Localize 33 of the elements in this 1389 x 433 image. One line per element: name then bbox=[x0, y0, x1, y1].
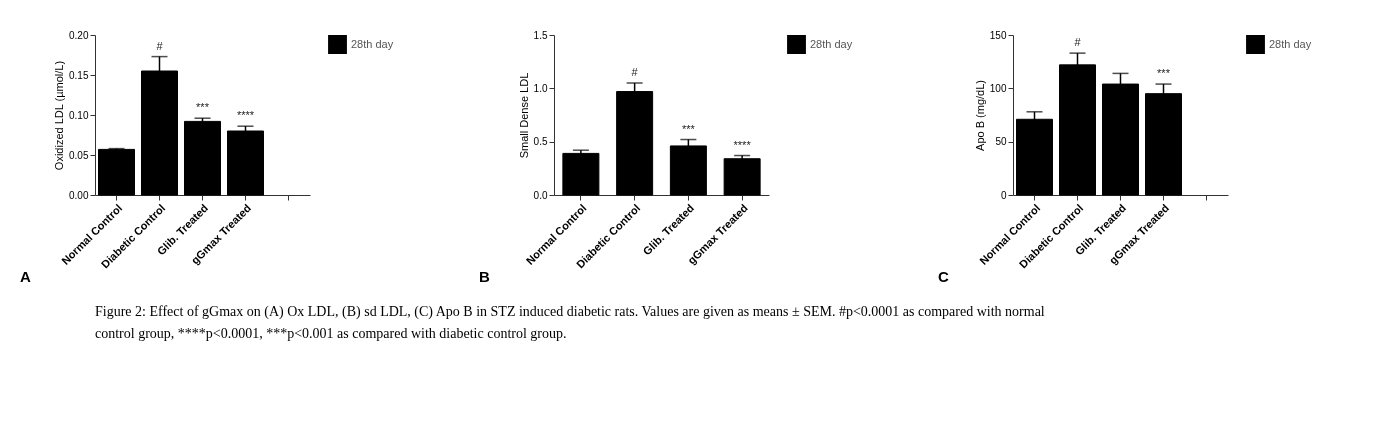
annotation: *** bbox=[1157, 67, 1171, 80]
y-axis-title: Apo B (mg/dL) bbox=[973, 80, 986, 151]
y-tick-label: 150 bbox=[989, 29, 1007, 41]
annotation: # bbox=[631, 66, 639, 78]
annotation: **** bbox=[236, 109, 255, 122]
annotation: *** bbox=[681, 122, 696, 135]
y-tick-label: 0.0 bbox=[533, 189, 548, 201]
y-tick-label: 0.5 bbox=[533, 136, 548, 148]
y-tick-label: 0 bbox=[1000, 189, 1007, 201]
y-tick-label: 0.15 bbox=[69, 69, 89, 81]
legend-label: 28th day bbox=[810, 37, 853, 50]
y-tick-label: 0.10 bbox=[69, 109, 89, 121]
y-axis-title: Small Dense LDL bbox=[517, 72, 530, 159]
y-tick-label: 50 bbox=[995, 136, 1007, 148]
caption: Figure 2: Effect of gGmax on (A) Ox LDL, (B) sd LDL, (C) Apo B in STZ induced diabetic rats. Values are given as means ± SEM. #p<0.0001 as compared with normal control group, ****p<0.0001, ***p<0.001 as compared with diabetic control group. bbox=[95, 304, 1045, 341]
legend-label: 28th day bbox=[351, 37, 394, 50]
annotation: # bbox=[156, 39, 164, 52]
y-tick-label: 1.5 bbox=[533, 29, 548, 41]
y-axis-title: Oxidized LDL (µmol/L) bbox=[53, 60, 66, 171]
annotation: # bbox=[1074, 36, 1082, 49]
annotation: *** bbox=[196, 101, 210, 114]
y-tick-label: 0.00 bbox=[69, 189, 89, 201]
bar bbox=[98, 148, 135, 196]
legend-label: 28th day bbox=[1269, 37, 1312, 50]
text: B bbox=[479, 268, 490, 285]
text: C bbox=[938, 268, 949, 285]
text: A bbox=[20, 268, 31, 285]
y-tick-label: 1.0 bbox=[533, 82, 548, 94]
bar bbox=[227, 130, 264, 196]
y-tick-label: 100 bbox=[989, 82, 1007, 94]
y-tick-label: 0.20 bbox=[69, 29, 89, 41]
annotation: **** bbox=[733, 138, 752, 151]
y-tick-label: 0.05 bbox=[69, 149, 89, 161]
